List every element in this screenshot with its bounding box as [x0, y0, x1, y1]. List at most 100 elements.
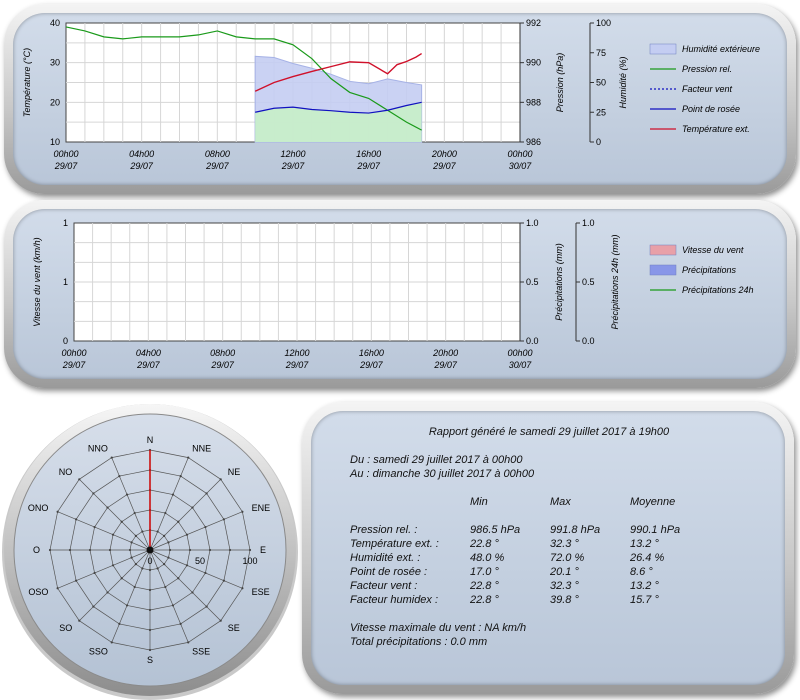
rose-spoke: [57, 549, 151, 589]
rose-node: [133, 585, 136, 589]
x-tick-label: 00h00: [53, 149, 78, 159]
y-left-tick-label: 40: [50, 18, 60, 28]
rose-node: [148, 648, 152, 652]
report-row-avg: 15.7 °: [630, 594, 659, 606]
x-tick-label: 00h00: [507, 149, 532, 159]
rose-node: [56, 587, 59, 590]
rose-node: [177, 577, 180, 580]
y-right2-axis-label: Précipitations 24h (mm): [610, 234, 620, 329]
rose-node: [188, 548, 192, 552]
x-tick-date: 29/07: [356, 161, 381, 171]
y-left-tick-label: 30: [50, 58, 60, 68]
report-row-min: 22.8 °: [470, 580, 499, 592]
rose-direction-label: E: [260, 545, 266, 555]
rose-node: [168, 548, 172, 552]
rose-scale-label: 50: [195, 556, 205, 566]
rose-node: [110, 456, 113, 459]
report-row-min: 986.5 hPa: [470, 524, 521, 536]
rose-direction-label: NE: [228, 467, 241, 477]
rose-spoke: [111, 457, 151, 551]
x-tick-label: 04h00: [136, 348, 161, 358]
chart1-svg: 00h00 29/07 04h00 29/07 08h00 29/07 12h00 29/07…: [22, 18, 760, 171]
rose-node: [179, 474, 182, 478]
rose-node: [120, 577, 123, 580]
legend-swatch: [649, 43, 677, 55]
rose-node: [148, 608, 152, 612]
x-tick-date: 29/07: [54, 161, 79, 171]
rose-node: [248, 548, 252, 552]
x-tick-label: 00h00: [61, 348, 86, 358]
rose-spoke: [111, 549, 151, 643]
rose-node: [106, 506, 109, 509]
x-tick-date: 29/07: [359, 360, 384, 370]
y-right1-tick-label: 986: [526, 137, 541, 147]
rose-node: [125, 493, 129, 496]
rose-node: [108, 548, 112, 552]
rose-node: [204, 571, 207, 575]
report-row-label: Facteur vent :: [350, 580, 418, 592]
rose-node: [148, 628, 152, 632]
rose-node: [219, 619, 222, 622]
rose-node: [164, 585, 167, 589]
rose-node: [208, 548, 212, 552]
rose-node: [68, 548, 72, 552]
rose-node: [171, 604, 175, 607]
rose-node: [106, 591, 109, 594]
legend-label: Vitesse du vent: [682, 245, 744, 255]
rose-node: [118, 622, 121, 626]
wind-rose-svg: N NNE NE ENE E ESE SE SSE S SSO SO OSO O ONO NO NNO 0 50 1…: [2, 404, 298, 700]
y-right2-tick-label: 0.5: [582, 277, 595, 287]
y-left-tick-label: 1: [63, 218, 68, 228]
report-row-max: 991.8 hPa: [550, 524, 601, 536]
y-left-tick-label: 0: [63, 336, 68, 346]
rose-node: [120, 520, 123, 523]
report-to: Au : dimanche 30 juillet 2017 à 00h00: [350, 468, 535, 480]
rose-node: [156, 567, 159, 570]
rose-node: [167, 556, 170, 559]
rose-node: [163, 534, 166, 537]
x-tick-date: 29/07: [285, 360, 310, 370]
series-pressure-line: [65, 26, 422, 131]
rose-node: [156, 530, 159, 533]
rose-node: [171, 493, 175, 496]
report-precip-total: Total précipitations : 0.0 mm: [350, 636, 488, 648]
rose-node: [130, 556, 133, 559]
rose-node: [134, 563, 137, 566]
y-right2-tick-label: 0: [596, 137, 601, 147]
rose-spoke: [149, 479, 221, 551]
rose-spoke: [149, 549, 189, 643]
rose-direction-label: SO: [59, 623, 72, 633]
rose-direction-label: NNO: [88, 443, 108, 453]
rose-node: [219, 478, 222, 481]
rose-node: [133, 511, 136, 515]
rose-node: [78, 619, 81, 622]
y-left-tick-label: 1: [63, 277, 68, 287]
rose-node: [205, 605, 208, 608]
x-tick-label: 12h00: [280, 149, 305, 159]
rose-node: [111, 564, 115, 567]
rose-node: [130, 541, 133, 544]
rose-node: [191, 591, 194, 594]
x-tick-date: 30/07: [509, 161, 533, 171]
y-right1-tick-label: 0.5: [526, 277, 539, 287]
rose-node: [93, 571, 96, 575]
report-row-max: 20.1 °: [550, 566, 579, 578]
x-tick-label: 12h00: [284, 348, 309, 358]
y-right2-tick-label: 100: [596, 18, 611, 28]
report-row-min: 17.0 °: [470, 566, 499, 578]
report-title: Rapport généré le samedi 29 juillet 2017…: [428, 426, 670, 438]
report-row-avg: 26.4 %: [630, 552, 665, 564]
y-right1-tick-label: 0.0: [526, 336, 539, 346]
report-header-min: Min: [470, 496, 488, 508]
rose-node: [241, 510, 244, 513]
legend-label: Précipitations: [682, 265, 737, 275]
x-tick-label: 08h00: [205, 149, 230, 159]
rose-spoke: [149, 549, 243, 589]
rose-node: [125, 604, 129, 607]
rose-spoke: [57, 511, 151, 551]
rose-direction-label: S: [147, 655, 153, 665]
y-right1-tick-label: 992: [526, 18, 541, 28]
rose-node: [179, 622, 182, 626]
rose-direction-label: SE: [228, 623, 240, 633]
report-panel-inner: [311, 411, 785, 685]
